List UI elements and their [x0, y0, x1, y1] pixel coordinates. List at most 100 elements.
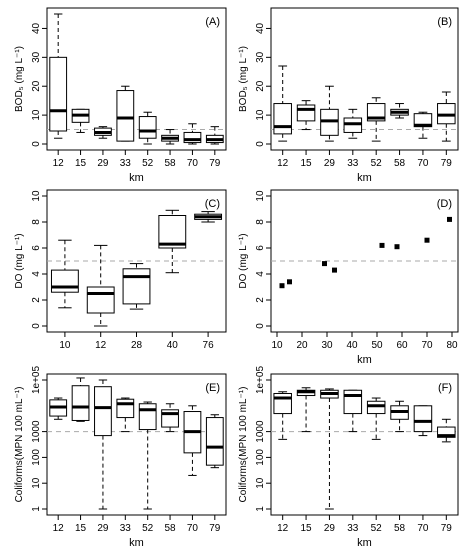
plot-frame: [46, 373, 227, 516]
data-point: [279, 283, 285, 289]
y-tick-label: 30: [255, 51, 266, 63]
x-tick-label: 15: [301, 523, 313, 534]
x-tick-label: 52: [371, 523, 383, 534]
panel-label: (E): [205, 382, 220, 394]
box-52: [138, 111, 157, 145]
chart-panel: 0 10 20 30 40 BOD₅ (mg L⁻¹) (A) km 12 15 29 33 52 58 7…: [14, 7, 227, 184]
box-body: [437, 426, 456, 438]
box-15: [296, 100, 316, 131]
y-axis-label: BOD₅ (mg L⁻¹): [14, 46, 25, 112]
box-body: [116, 90, 135, 142]
y-tick-label: 6: [31, 245, 42, 251]
box-body: [94, 386, 112, 437]
x-tick-label: 40: [346, 340, 358, 351]
x-tick-label: 33: [347, 158, 359, 169]
y-tick-label: 0: [31, 141, 42, 147]
x-tick-label: 76: [203, 340, 215, 351]
chart-panel: 1 10 100 1000 1e+05 Coliforms(MPN 100 mL⁻¹) (E…: [14, 366, 227, 549]
box-33: [116, 397, 135, 433]
chart-panel: 1 10 100 1000 1e+05 Coliforms(MPN 100 mL⁻¹) (F…: [238, 366, 459, 549]
x-tick-label: 12: [95, 340, 107, 351]
box-body: [158, 215, 187, 249]
x-axis-label: km: [129, 172, 144, 184]
y-tick-label: 10: [255, 109, 266, 121]
y-tick-label: 1: [255, 506, 266, 512]
chart-panel: 0 10 20 30 40 BOD₅ (mg L⁻¹) (B) km 12 15 29 33 52 58 7…: [238, 7, 459, 184]
plot-frame: [270, 373, 459, 516]
x-tick-label: 79: [441, 523, 453, 534]
box-29: [94, 126, 112, 139]
box-body: [138, 116, 157, 139]
y-tick-label: 1000: [31, 420, 42, 443]
x-tick-label: 28: [131, 340, 143, 351]
x-tick-label: 79: [209, 158, 221, 169]
x-tick-label: 33: [347, 523, 359, 534]
data-point: [424, 237, 430, 243]
x-tick-label: 52: [142, 158, 154, 169]
y-tick-label: 4: [31, 271, 42, 277]
plot-frame: [46, 7, 227, 151]
box-40: [158, 209, 187, 274]
y-tick-label: 20: [31, 80, 42, 92]
box-79: [437, 91, 456, 142]
box-body: [116, 398, 135, 419]
x-tick-label: 10: [271, 340, 283, 351]
box-15: [71, 377, 90, 422]
box-29: [94, 379, 112, 510]
box-15: [296, 387, 316, 433]
box-body: [413, 405, 433, 433]
data-point: [322, 261, 327, 267]
y-tick-label: 40: [31, 22, 42, 34]
y-axis-label: Coliforms(MPN 100 mL⁻¹): [238, 387, 249, 503]
x-tick-label: 58: [165, 523, 177, 534]
box-15: [71, 108, 90, 133]
x-tick-label: 70: [187, 523, 199, 534]
box-79: [437, 418, 456, 443]
box-body: [296, 104, 316, 122]
box-body: [71, 385, 90, 421]
box-70: [183, 405, 202, 476]
x-tick-label: 15: [75, 158, 87, 169]
box-12: [86, 244, 115, 327]
box-body: [49, 56, 68, 132]
x-tick-label: 29: [324, 523, 336, 534]
x-tick-label: 10: [59, 340, 71, 351]
x-tick-label: 60: [396, 340, 408, 351]
x-tick-label: 33: [120, 158, 132, 169]
x-tick-label: 52: [142, 523, 154, 534]
box-33: [343, 108, 363, 139]
y-tick-label: 100: [255, 449, 266, 466]
box-79: [205, 126, 224, 145]
x-axis-label: km: [357, 172, 372, 184]
y-tick-label: 30: [31, 51, 42, 63]
y-tick-label: 10: [31, 477, 42, 489]
y-tick-label: 10: [255, 190, 266, 202]
box-33: [343, 389, 363, 433]
box-58: [390, 400, 409, 433]
box-52: [366, 397, 386, 440]
x-tick-label: 29: [97, 158, 109, 169]
box-58: [390, 103, 409, 119]
y-tick-label: 8: [255, 219, 266, 225]
x-tick-label: 29: [97, 523, 109, 534]
y-tick-label: 8: [31, 219, 42, 225]
data-point: [379, 242, 385, 248]
y-tick-label: 2: [255, 297, 266, 303]
box-29: [320, 388, 339, 510]
x-tick-label: 29: [324, 158, 336, 169]
box-body: [366, 400, 386, 415]
box-28: [122, 263, 151, 310]
y-tick-label: 10: [255, 477, 266, 489]
x-tick-label: 50: [371, 340, 383, 351]
box-body: [273, 103, 292, 135]
x-tick-label: 12: [53, 523, 65, 534]
data-point: [332, 267, 337, 273]
y-tick-label: 10: [31, 109, 42, 121]
panel-label: (F): [438, 382, 452, 394]
x-tick-label: 52: [371, 158, 383, 169]
box-body: [343, 389, 363, 415]
x-tick-label: 33: [120, 523, 132, 534]
x-tick-label: 70: [417, 158, 429, 169]
y-axis-label: DO (mg L⁻¹): [238, 233, 249, 288]
